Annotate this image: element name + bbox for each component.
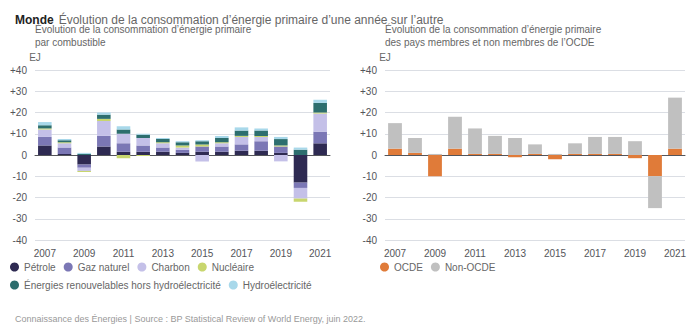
svg-text:2015: 2015 [544, 248, 567, 259]
svg-text:+20: +20 [360, 107, 377, 118]
svg-text:-40: -40 [13, 235, 28, 246]
svg-text:Charbon: Charbon [151, 262, 189, 273]
svg-text:des pays membres et non membre: des pays membres et non membres de l’OCD… [385, 37, 595, 48]
svg-text:Gaz naturel: Gaz naturel [78, 262, 130, 273]
svg-text:OCDE: OCDE [394, 262, 423, 273]
svg-text:2021: 2021 [664, 248, 687, 259]
svg-text:2007: 2007 [34, 248, 57, 259]
svg-text:+40: +40 [10, 65, 27, 76]
svg-text:EJ: EJ [29, 52, 41, 63]
svg-text:2009: 2009 [73, 248, 96, 259]
svg-text:-20: -20 [13, 192, 28, 203]
svg-text:2019: 2019 [624, 248, 647, 259]
svg-text:2013: 2013 [504, 248, 527, 259]
svg-text:2007: 2007 [384, 248, 407, 259]
svg-text:2021: 2021 [309, 248, 332, 259]
svg-text:-40: -40 [363, 235, 378, 246]
svg-text:Nucléaire: Nucléaire [212, 262, 255, 273]
svg-text:-20: -20 [363, 192, 378, 203]
svg-text:2017: 2017 [584, 248, 607, 259]
svg-text:2009: 2009 [424, 248, 447, 259]
svg-text:2011: 2011 [464, 248, 486, 259]
svg-text:Énergies renouvelables hors hy: Énergies renouvelables hors hydroélectri… [24, 279, 221, 291]
svg-text:EJ: EJ [379, 52, 391, 63]
svg-text:0: 0 [371, 150, 377, 161]
svg-text:-10: -10 [363, 171, 378, 182]
svg-text:2015: 2015 [191, 248, 214, 259]
svg-text:Évolution de la consommation d: Évolution de la consommation d’énergie p… [385, 23, 602, 35]
svg-text:par combustible: par combustible [35, 37, 106, 48]
svg-text:Hydroélectricité: Hydroélectricité [243, 280, 312, 291]
svg-text:2019: 2019 [270, 248, 293, 259]
svg-text:Évolution de la consommation d: Évolution de la consommation d’énergie p… [35, 23, 252, 35]
svg-text:+10: +10 [10, 128, 27, 139]
svg-text:+30: +30 [10, 86, 27, 97]
svg-text:Non-OCDE: Non-OCDE [445, 262, 496, 273]
svg-text:Pétrole: Pétrole [24, 262, 56, 273]
svg-text:-30: -30 [13, 213, 28, 224]
svg-text:Connaissance des Énergies | So: Connaissance des Énergies | Source : BP … [15, 314, 366, 324]
svg-text:+10: +10 [360, 128, 377, 139]
svg-text:2013: 2013 [152, 248, 175, 259]
svg-text:2017: 2017 [230, 248, 253, 259]
svg-text:+20: +20 [10, 107, 27, 118]
svg-text:2011: 2011 [113, 248, 135, 259]
svg-text:-10: -10 [13, 171, 28, 182]
svg-text:-30: -30 [363, 213, 378, 224]
svg-text:+40: +40 [360, 65, 377, 76]
svg-text:0: 0 [21, 150, 27, 161]
svg-text:+30: +30 [360, 86, 377, 97]
